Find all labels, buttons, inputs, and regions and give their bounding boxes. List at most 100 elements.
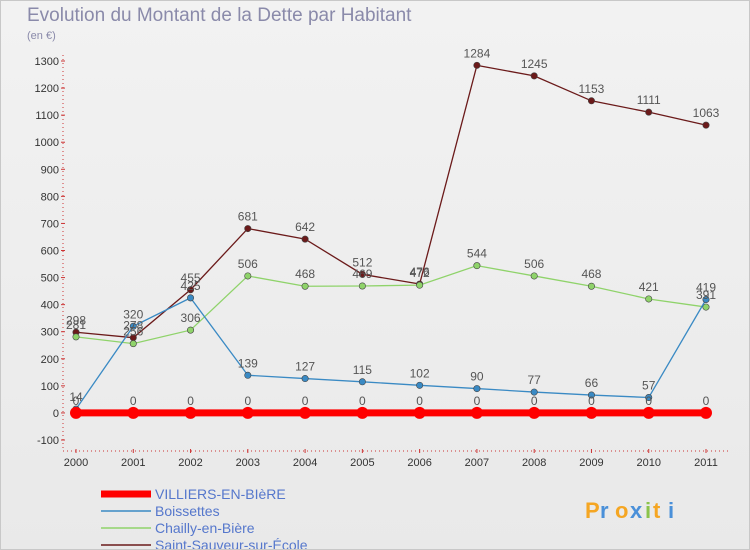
data-label: 455: [181, 271, 201, 285]
series-point: [244, 225, 252, 233]
x-tick-label: 2008: [522, 457, 546, 469]
data-label: 0: [244, 394, 251, 408]
data-label: 1153: [579, 82, 605, 96]
y-tick-label: 600: [41, 246, 59, 258]
y-tick-label: 500: [41, 273, 59, 285]
y-tick-label: 100: [41, 381, 59, 393]
data-label: 320: [123, 307, 143, 321]
data-label: 0: [474, 394, 481, 408]
data-label: 419: [696, 280, 716, 294]
y-tick-label: 1200: [35, 83, 59, 95]
series-point: [187, 326, 195, 334]
chart-title: Evolution du Montant de la Dette par Hab…: [27, 5, 412, 26]
series-point: [187, 286, 195, 294]
y-tick-label: 400: [41, 300, 59, 312]
data-label: 0: [130, 394, 137, 408]
y-tick-label: -100: [37, 435, 59, 447]
series-point: [416, 381, 424, 389]
y-tick-label: 1000: [35, 137, 59, 149]
x-tick-label: 2010: [636, 457, 660, 469]
data-label: 77: [528, 373, 542, 387]
x-tick-label: 2005: [350, 457, 374, 469]
data-label: 0: [588, 394, 595, 408]
series-point: [528, 406, 541, 419]
series-point: [299, 406, 312, 419]
data-label: 506: [238, 257, 258, 271]
data-label: 0: [359, 394, 366, 408]
series-point: [358, 282, 366, 290]
y-tick-label: 0: [53, 408, 59, 420]
series-point: [358, 270, 366, 278]
data-label: 506: [524, 257, 544, 271]
series-point: [645, 295, 653, 303]
data-label: 1245: [521, 57, 548, 71]
y-tick-label: 800: [41, 191, 59, 203]
data-label: 421: [639, 280, 659, 294]
data-label: 0: [187, 394, 194, 408]
data-label: 0: [645, 394, 652, 408]
y-tick-label: 1100: [35, 110, 59, 122]
series-point: [473, 262, 481, 270]
x-tick-label: 2000: [64, 457, 88, 469]
legend-label: Chailly-en-Bière: [155, 520, 255, 536]
y-tick-label: 1300: [35, 56, 59, 68]
series-point: [702, 295, 710, 303]
x-tick-label: 2011: [694, 457, 718, 469]
data-label: 0: [73, 394, 80, 408]
data-label: 57: [642, 378, 656, 392]
legend-label: Saint-Sauveur-sur-École: [155, 537, 308, 549]
series-point: [642, 406, 655, 419]
series-point: [645, 108, 653, 116]
series-point: [70, 406, 82, 419]
data-label: 512: [352, 255, 372, 269]
data-label: 115: [353, 363, 372, 377]
series-point: [129, 340, 137, 348]
series-point: [241, 406, 254, 419]
data-label: 14: [69, 390, 83, 404]
data-label: 476: [410, 265, 430, 279]
data-label: 468: [581, 267, 601, 281]
series-line: [75, 297, 707, 410]
data-label: 681: [238, 210, 258, 224]
series-point: [587, 391, 595, 399]
legend-label: Boissettes: [155, 503, 220, 519]
series-point: [413, 406, 426, 419]
series-point: [127, 406, 140, 419]
y-tick-label: 200: [41, 354, 59, 366]
data-label: 469: [352, 267, 372, 281]
svg-text:r: r: [600, 498, 609, 523]
series-point: [301, 375, 309, 383]
series-point: [356, 406, 369, 419]
series-point: [645, 393, 653, 401]
data-label: 298: [66, 313, 86, 327]
x-tick-label: 2009: [579, 457, 603, 469]
data-label: 139: [238, 356, 258, 370]
x-tick-label: 2003: [236, 457, 260, 469]
series-point: [530, 72, 538, 80]
data-label: 1111: [637, 93, 661, 107]
series-point: [184, 406, 197, 419]
data-label: 0: [531, 394, 538, 408]
series-point: [358, 378, 366, 386]
data-label: 0: [302, 394, 309, 408]
data-label: 127: [295, 360, 315, 374]
series-point: [187, 294, 195, 302]
legend-label: VILLIERS-EN-BIèRE: [155, 486, 286, 502]
svg-text:o: o: [615, 498, 628, 523]
series-point: [72, 333, 80, 341]
series-point: [416, 281, 424, 289]
series-point: [587, 97, 595, 105]
y-tick-label: 300: [41, 327, 59, 339]
svg-text:x: x: [630, 498, 643, 523]
data-label: 1063: [693, 106, 720, 120]
series-point: [530, 388, 538, 396]
x-tick-label: 2006: [407, 457, 431, 469]
data-label: 472: [410, 266, 430, 280]
chart-subtitle: (en €): [27, 30, 56, 42]
data-label: 468: [295, 267, 315, 281]
series-point: [473, 385, 481, 393]
data-label: 278: [123, 319, 143, 333]
